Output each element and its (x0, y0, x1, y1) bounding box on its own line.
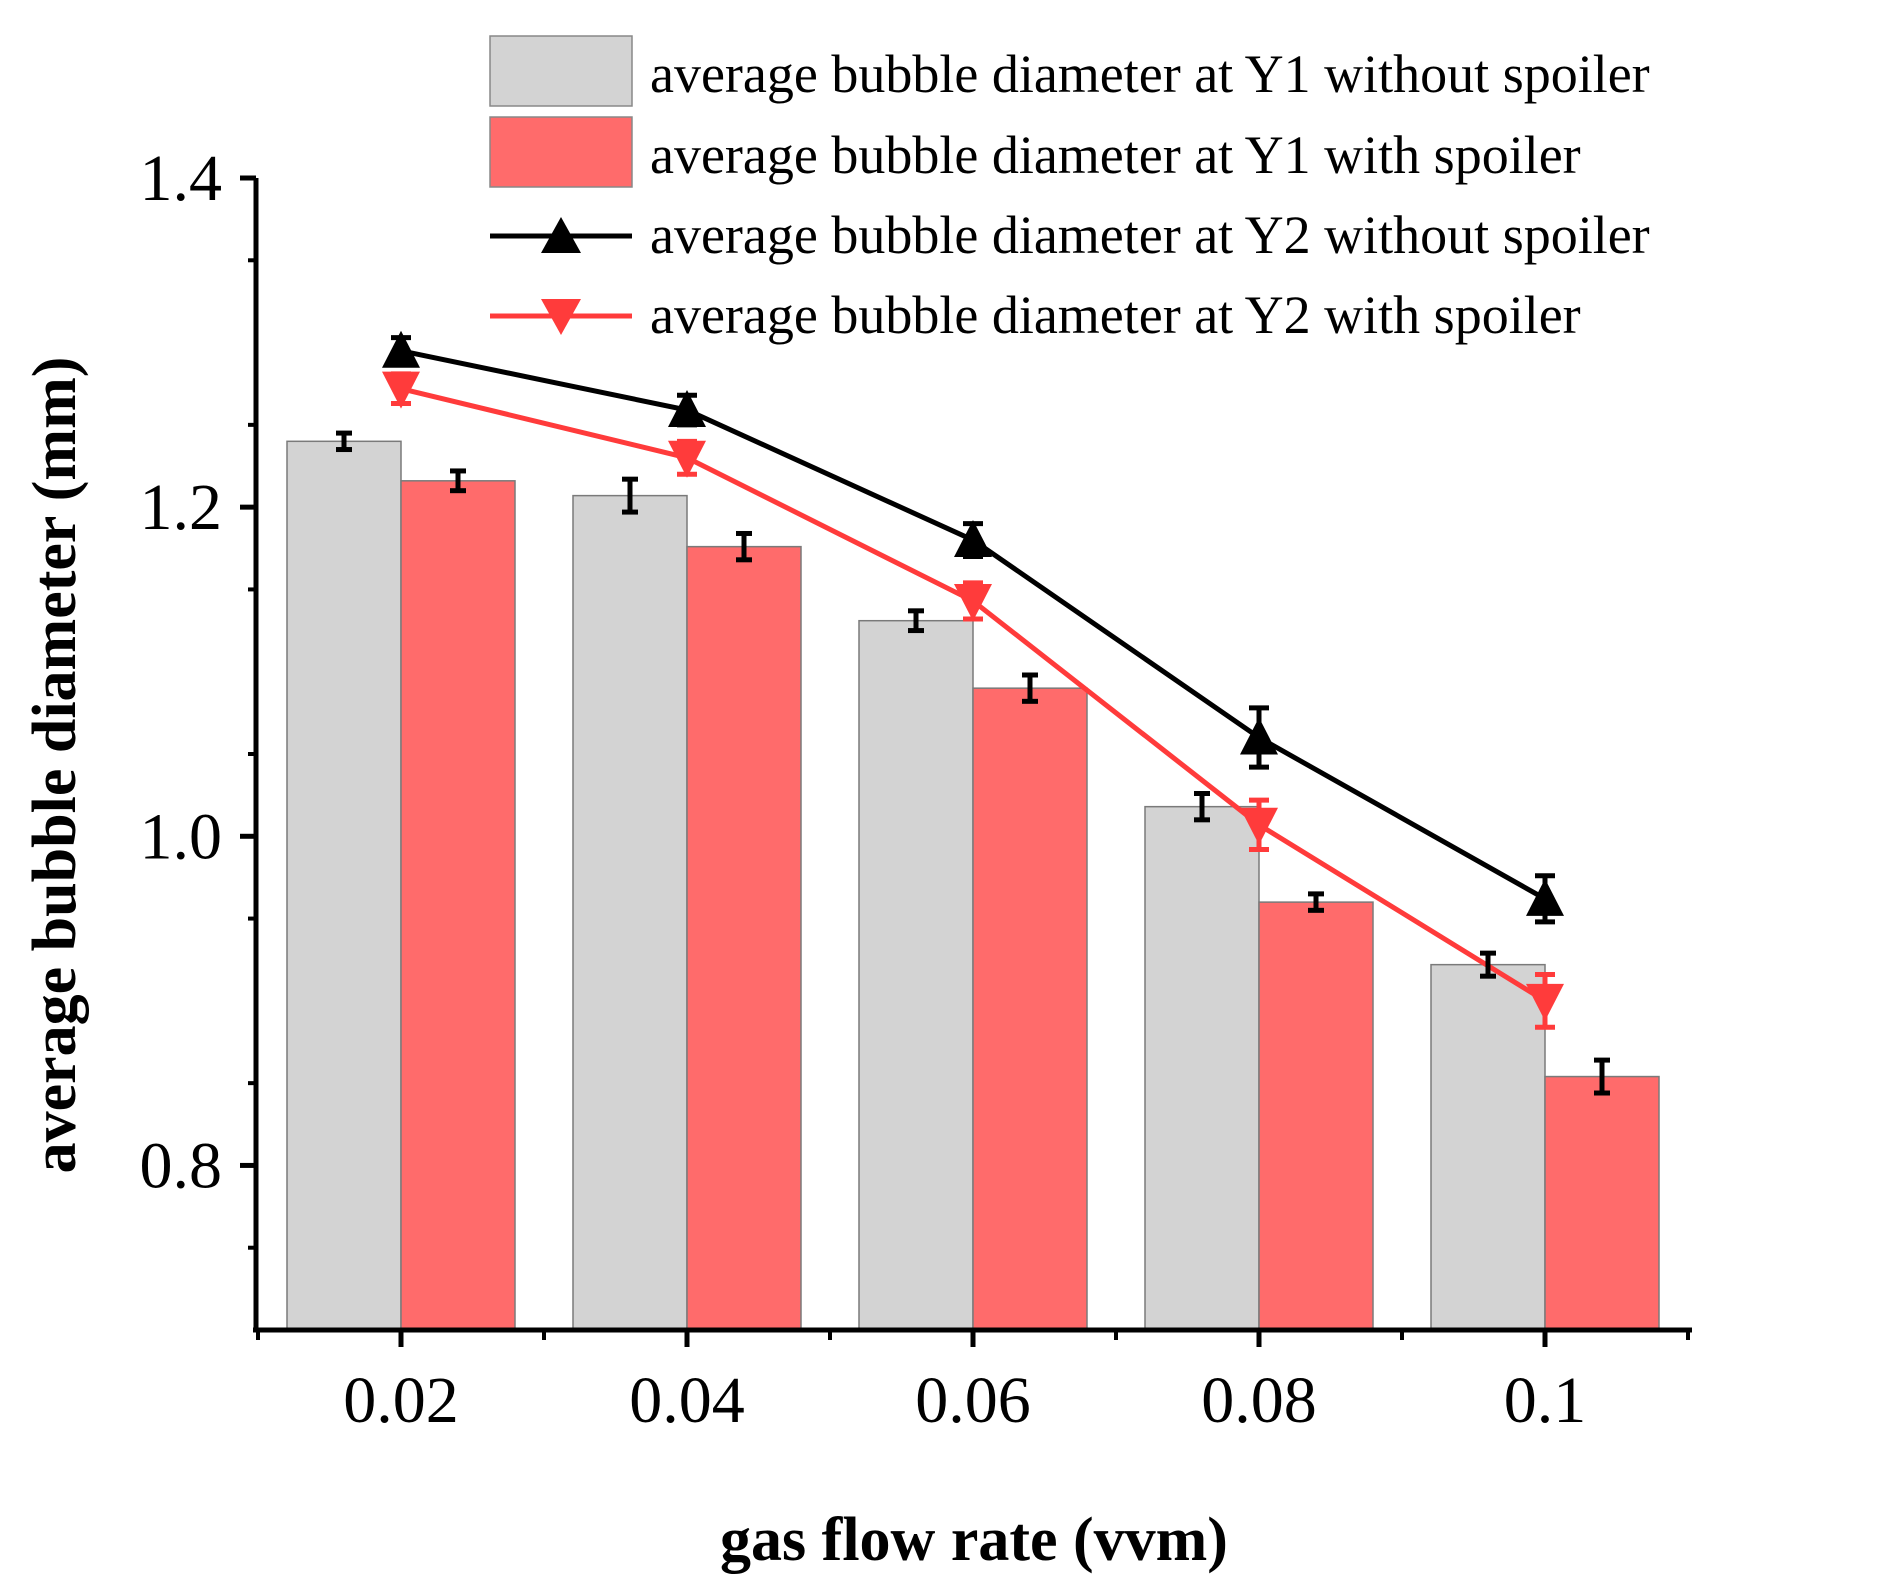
bar-series2-0.1 (1544, 1075, 1660, 1331)
bar-series1-0.1 (1430, 963, 1546, 1331)
legend-swatch-y1-with-spoiler (489, 116, 633, 188)
x-axis-title: gas flow rate (vvm) (720, 1506, 1228, 1574)
marker-line2-0.04 (668, 440, 706, 478)
y-tick-label-0.8: 0.8 (140, 1129, 223, 1202)
markers-layer (382, 330, 1564, 1021)
marker-line2-0.08 (1240, 807, 1278, 845)
x-tick-label-0.04: 0.04 (629, 1364, 745, 1437)
ticks-layer: 0.8 1.0 1.2 1.4 0.02 0.04 0.06 0.08 0.1 (140, 142, 1690, 1437)
bars-layer (286, 440, 1660, 1331)
legend-marker-y2-with-spoiler (541, 299, 581, 335)
marker-line2-0.06 (954, 583, 992, 621)
marker-line1-0.1 (1526, 878, 1564, 916)
legend-label-y1-without-spoiler: average bubble diameter at Y1 without sp… (650, 44, 1650, 104)
bar-series1-0.02 (286, 440, 402, 1331)
legend-marker-y2-without-spoiler (541, 217, 581, 253)
x-tick-label-0.08: 0.08 (1201, 1364, 1317, 1437)
y-axis-title: average bubble diameter (mm) (21, 357, 89, 1174)
x-tick-label-0.06: 0.06 (915, 1364, 1031, 1437)
bar-series1-0.06 (858, 619, 974, 1331)
marker-line1-0.06 (954, 520, 992, 558)
bar-series2-0.06 (972, 687, 1088, 1331)
marker-line1-0.02 (382, 330, 420, 368)
y-tick-label-1.0: 1.0 (140, 800, 223, 873)
bar-series2-0.08 (1258, 901, 1374, 1331)
bar-series1-0.04 (572, 494, 688, 1331)
legend-label-y1-with-spoiler: average bubble diameter at Y1 with spoil… (650, 125, 1581, 185)
x-tick-label-0.02: 0.02 (343, 1364, 459, 1437)
legend-swatch-y1-without-spoiler (489, 35, 633, 107)
legend-label-y2-with-spoiler: average bubble diameter at Y2 with spoil… (650, 285, 1581, 345)
marker-line1-0.04 (668, 390, 706, 428)
y-tick-label-1.2: 1.2 (140, 471, 223, 544)
x-tick-label-0.1: 0.1 (1504, 1364, 1587, 1437)
bar-series1-0.08 (1144, 805, 1260, 1331)
marker-line1-0.08 (1240, 717, 1278, 755)
y-tick-label-1.4: 1.4 (140, 142, 223, 215)
marker-line2-0.1 (1526, 983, 1564, 1021)
bar-series2-0.04 (686, 545, 802, 1331)
legend: average bubble diameter at Y1 without sp… (489, 35, 1650, 345)
legend-label-y2-without-spoiler: average bubble diameter at Y2 without sp… (650, 205, 1650, 265)
bar-series2-0.02 (400, 480, 516, 1331)
marker-line2-0.02 (382, 371, 420, 409)
